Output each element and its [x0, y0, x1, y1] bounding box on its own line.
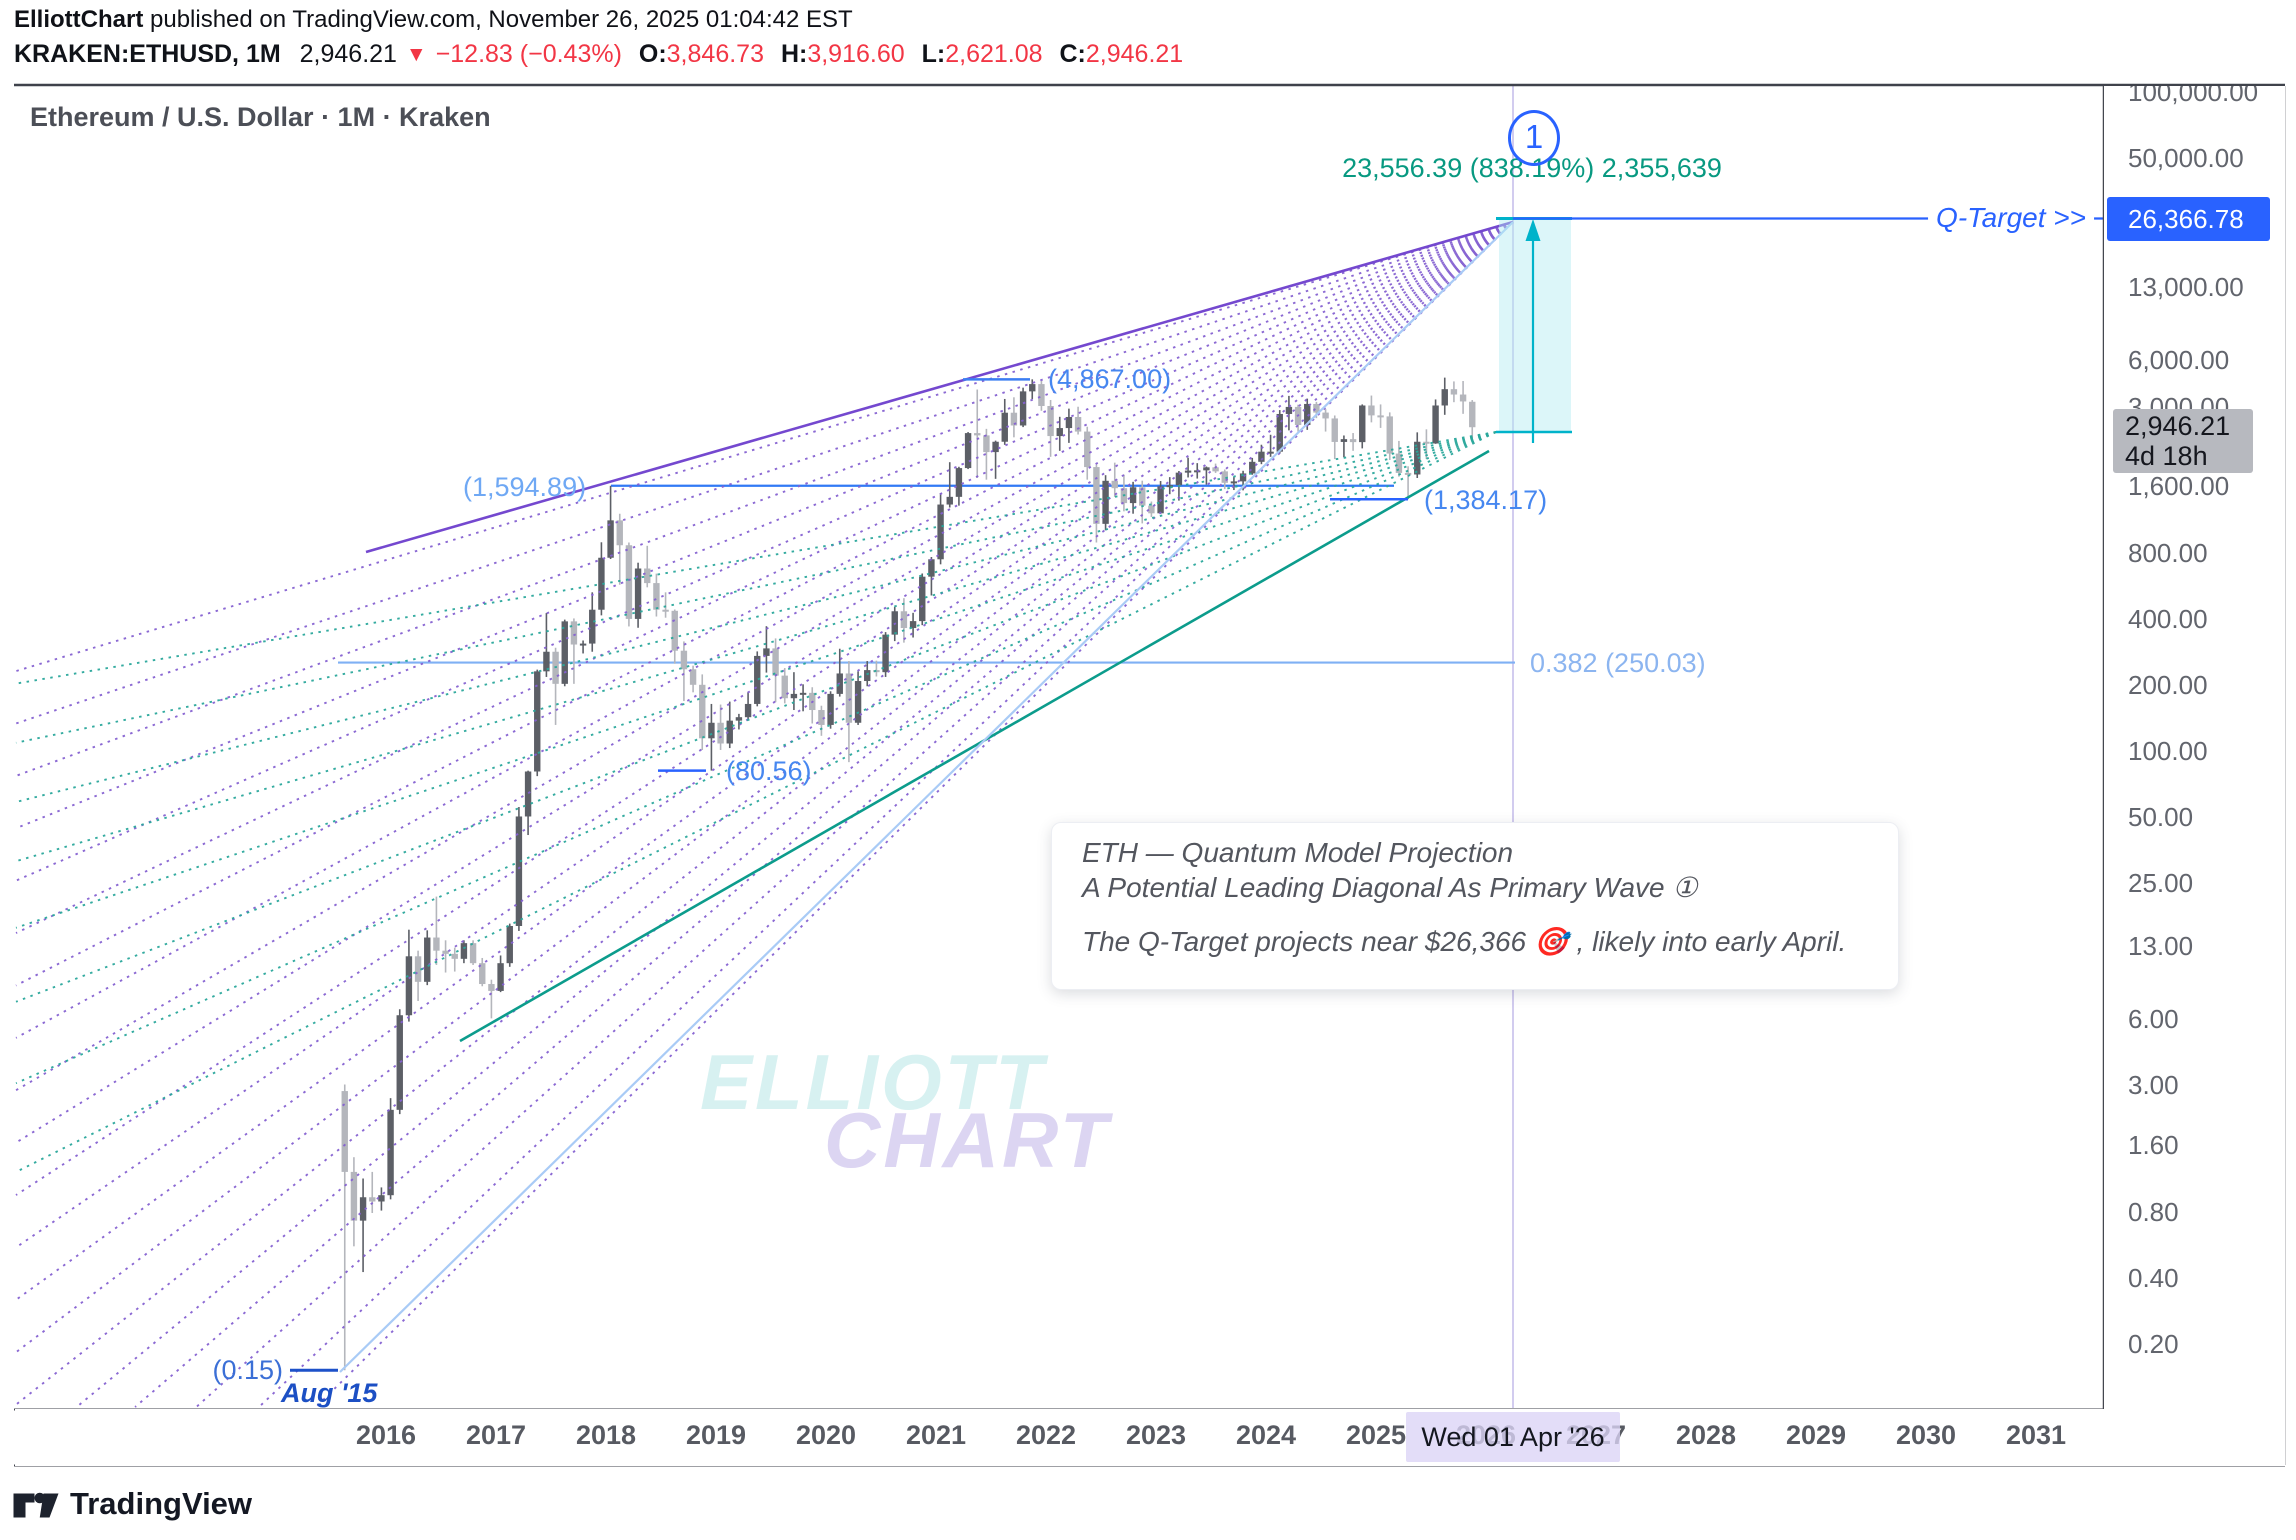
- price-tick: 1.60: [2128, 1130, 2179, 1161]
- price-tick: 3.00: [2128, 1070, 2179, 1101]
- close-value: 2,946.21: [1085, 40, 1184, 68]
- wave-1-circle-marker[interactable]: 1: [1508, 110, 1560, 166]
- year-tick-2022: 2022: [1015, 1420, 1077, 1450]
- label-origin-low: (0.15): [212, 1355, 283, 1385]
- open-value: 3,846.73: [666, 40, 764, 68]
- chart-legend-title[interactable]: Ethereum / U.S. Dollar · 1M · Kraken: [30, 102, 491, 132]
- label-fib-0382: 0.382 (250.03): [1530, 648, 1706, 678]
- year-tick-2020: 2020: [795, 1420, 857, 1450]
- label-low-2025: (1,384.17): [1424, 485, 1548, 515]
- year-tick-2028: 2028: [1675, 1420, 1737, 1450]
- price-tick: 400.00: [2128, 603, 2208, 634]
- last-price: 2,946.21: [299, 40, 397, 68]
- label-high-2018: (1,594.89): [463, 472, 587, 502]
- price-tick: 50,000.00: [2128, 143, 2244, 174]
- year-tick-2018: 2018: [575, 1420, 637, 1450]
- high-label: H:: [780, 40, 808, 68]
- year-tick-2016: 2016: [355, 1420, 417, 1450]
- label-origin-date: Aug '15: [281, 1378, 378, 1408]
- label-high-2021: (4,867.00): [1048, 364, 1172, 394]
- last-price-badge-value: 2,946.21: [2125, 411, 2231, 441]
- tradingview-logo[interactable]: TradingView: [12, 1482, 252, 1526]
- close-label: C:: [1059, 40, 1086, 68]
- price-tick: 1,600.00: [2128, 471, 2230, 502]
- year-tick-2023: 2023: [1125, 1420, 1187, 1450]
- price-tick: 0.40: [2128, 1262, 2179, 1293]
- watermark-line2: CHART: [824, 1096, 1111, 1184]
- q-target-price-badge: 26,366.78: [2107, 197, 2270, 241]
- year-tick-2029: 2029: [1785, 1420, 1847, 1450]
- low-value: 2,621.08: [945, 40, 1043, 68]
- last-price-badge: 2,946.21 4d 18h: [2113, 409, 2253, 473]
- down-triangle-icon: ▼: [405, 43, 427, 66]
- price-tick: 200.00: [2128, 669, 2208, 700]
- year-tick-2025: 2025: [1345, 1420, 1407, 1450]
- time-axis[interactable]: 2016 2017 2018 2019 2020 2021 2022 2023 2024 2025…: [15, 1409, 2285, 1466]
- year-tick-2024: 2024: [1235, 1420, 1297, 1450]
- price-tick: 13.00: [2128, 930, 2194, 961]
- price-tick: 50.00: [2128, 802, 2194, 833]
- price-tick: 25.00: [2128, 868, 2194, 899]
- high-value: 3,916.60: [807, 40, 905, 68]
- publisher-name: ElliottChart: [14, 6, 144, 33]
- price-tick: 6,000.00: [2128, 345, 2230, 376]
- tradingview-wordmark: TradingView: [70, 1486, 253, 1521]
- watermark-line1: ELLIOTT: [700, 1038, 1046, 1126]
- year-tick-2017: 2017: [465, 1420, 527, 1450]
- price-tick: 13,000.00: [2128, 271, 2244, 302]
- price-tick: 0.80: [2128, 1196, 2179, 1227]
- open-label: O:: [638, 40, 667, 68]
- price-tick: 100.00: [2128, 735, 2208, 766]
- price-tick: 0.20: [2128, 1328, 2179, 1359]
- price-tick: 100,000.00: [2128, 86, 2259, 107]
- price-scale[interactable]: 3,000.00 26,366.78 2,946.21 4d 18h 100,0…: [2104, 86, 2285, 1409]
- price-tick: 800.00: [2128, 537, 2208, 568]
- label-low-2018: (80.56): [726, 756, 812, 786]
- publish-byline: ElliottChart published on TradingView.co…: [14, 6, 853, 34]
- low-label: L:: [921, 40, 946, 68]
- tooltip-line-3: The Q-Target projects near $26,366 🎯 , l…: [1082, 926, 1847, 957]
- q-target-label[interactable]: Q-Target >>: [1928, 202, 2094, 234]
- symbol-interval: KRAKEN:ETHUSD, 1M: [14, 40, 281, 68]
- year-tick-2031: 2031: [2005, 1420, 2067, 1450]
- note-tooltip: ETH — Quantum Model Projection A Potenti…: [1051, 822, 1899, 990]
- price-tick: 6.00: [2128, 1004, 2179, 1035]
- tooltip-line-2: A Potential Leading Diagonal As Primary …: [1082, 872, 1698, 903]
- publish-info: published on TradingView.com, November 2…: [143, 6, 853, 33]
- change-value: −12.83 (−0.43%): [435, 40, 622, 68]
- tooltip-line-1: ETH — Quantum Model Projection: [1082, 837, 1514, 868]
- year-tick-2030: 2030: [1895, 1420, 1957, 1450]
- year-tick-2021: 2021: [905, 1420, 967, 1450]
- year-tick-2019: 2019: [685, 1420, 747, 1450]
- tradingview-mark-icon: [13, 1492, 59, 1518]
- crosshair-date-badge: Wed 01 Apr '26: [1406, 1412, 1620, 1462]
- bar-countdown: 4d 18h: [2125, 441, 2208, 471]
- symbol-ohlc-row: KRAKEN:ETHUSD, 1M 2,946.21 ▼ −12.83 (−0.…: [14, 40, 1183, 69]
